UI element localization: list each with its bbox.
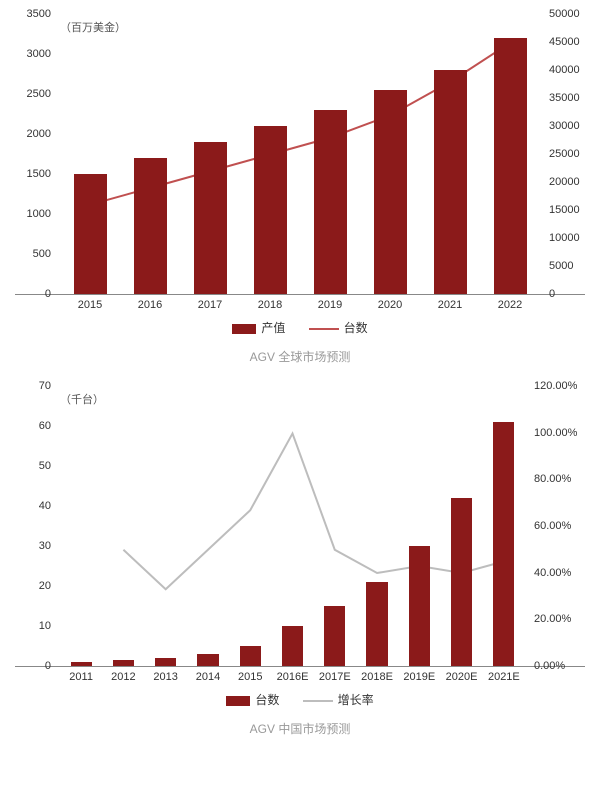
bar [113, 660, 134, 666]
chart1-plot-area: 0500100015002000250030003500 05000100001… [15, 15, 585, 295]
bar [197, 654, 218, 666]
bar [194, 142, 227, 294]
bar [451, 498, 472, 666]
bar [494, 38, 527, 294]
chart2-legend-line-label: 增长率 [338, 693, 374, 707]
bar [254, 126, 287, 294]
chart1-legend-line: 台数 [309, 319, 368, 336]
global-market-chart: 0500100015002000250030003500 05000100001… [15, 15, 585, 365]
line-swatch [309, 328, 339, 330]
chart1-legend: 产值 台数 [15, 319, 585, 336]
bar [155, 658, 176, 666]
chart2-legend-bar: 台数 [226, 691, 279, 708]
chart1-legend-line-label: 台数 [344, 321, 368, 335]
bar [314, 110, 347, 294]
bar [434, 70, 467, 294]
chart1-y-axis-left: 0500100015002000250030003500 [15, 15, 55, 294]
bar [409, 546, 430, 666]
chart1-y-axis-right: 0500010000150002000025000300003500040000… [545, 15, 585, 294]
chart1-line-overlay [60, 15, 540, 294]
chart1-legend-bar: 产值 [232, 319, 285, 336]
bar [324, 606, 345, 666]
bar [134, 158, 167, 294]
chart2-plot [60, 387, 525, 666]
bar-swatch [232, 324, 256, 334]
chart1-legend-bar-label: 产值 [261, 321, 285, 335]
china-market-chart: 010203040506070 0.00%20.00%40.00%60.00%8… [15, 387, 585, 737]
chart1-x-axis: 20152016201720182019202020212022 [60, 295, 540, 317]
line-swatch [303, 700, 333, 702]
chart2-y-axis-left: 010203040506070 [15, 387, 55, 666]
bar [74, 174, 107, 294]
bar [493, 422, 514, 666]
chart2-x-axis: 201120122013201420152016E2017E2018E2019E… [60, 667, 525, 689]
chart2-plot-area: 010203040506070 0.00%20.00%40.00%60.00%8… [15, 387, 585, 667]
bar-swatch [226, 696, 250, 706]
chart2-y-axis-right: 0.00%20.00%40.00%60.00%80.00%100.00%120.… [530, 387, 585, 666]
bar [282, 626, 303, 666]
chart2-legend: 台数 增长率 [15, 691, 585, 708]
bar [240, 646, 261, 666]
bar [374, 90, 407, 294]
bar [366, 582, 387, 666]
chart2-legend-line: 增长率 [303, 691, 374, 708]
chart2-caption: AGV 中国市场预测 [15, 720, 585, 737]
bar [71, 662, 92, 666]
chart1-plot [60, 15, 540, 294]
chart1-caption: AGV 全球市场预测 [15, 348, 585, 365]
chart2-legend-bar-label: 台数 [255, 693, 279, 707]
